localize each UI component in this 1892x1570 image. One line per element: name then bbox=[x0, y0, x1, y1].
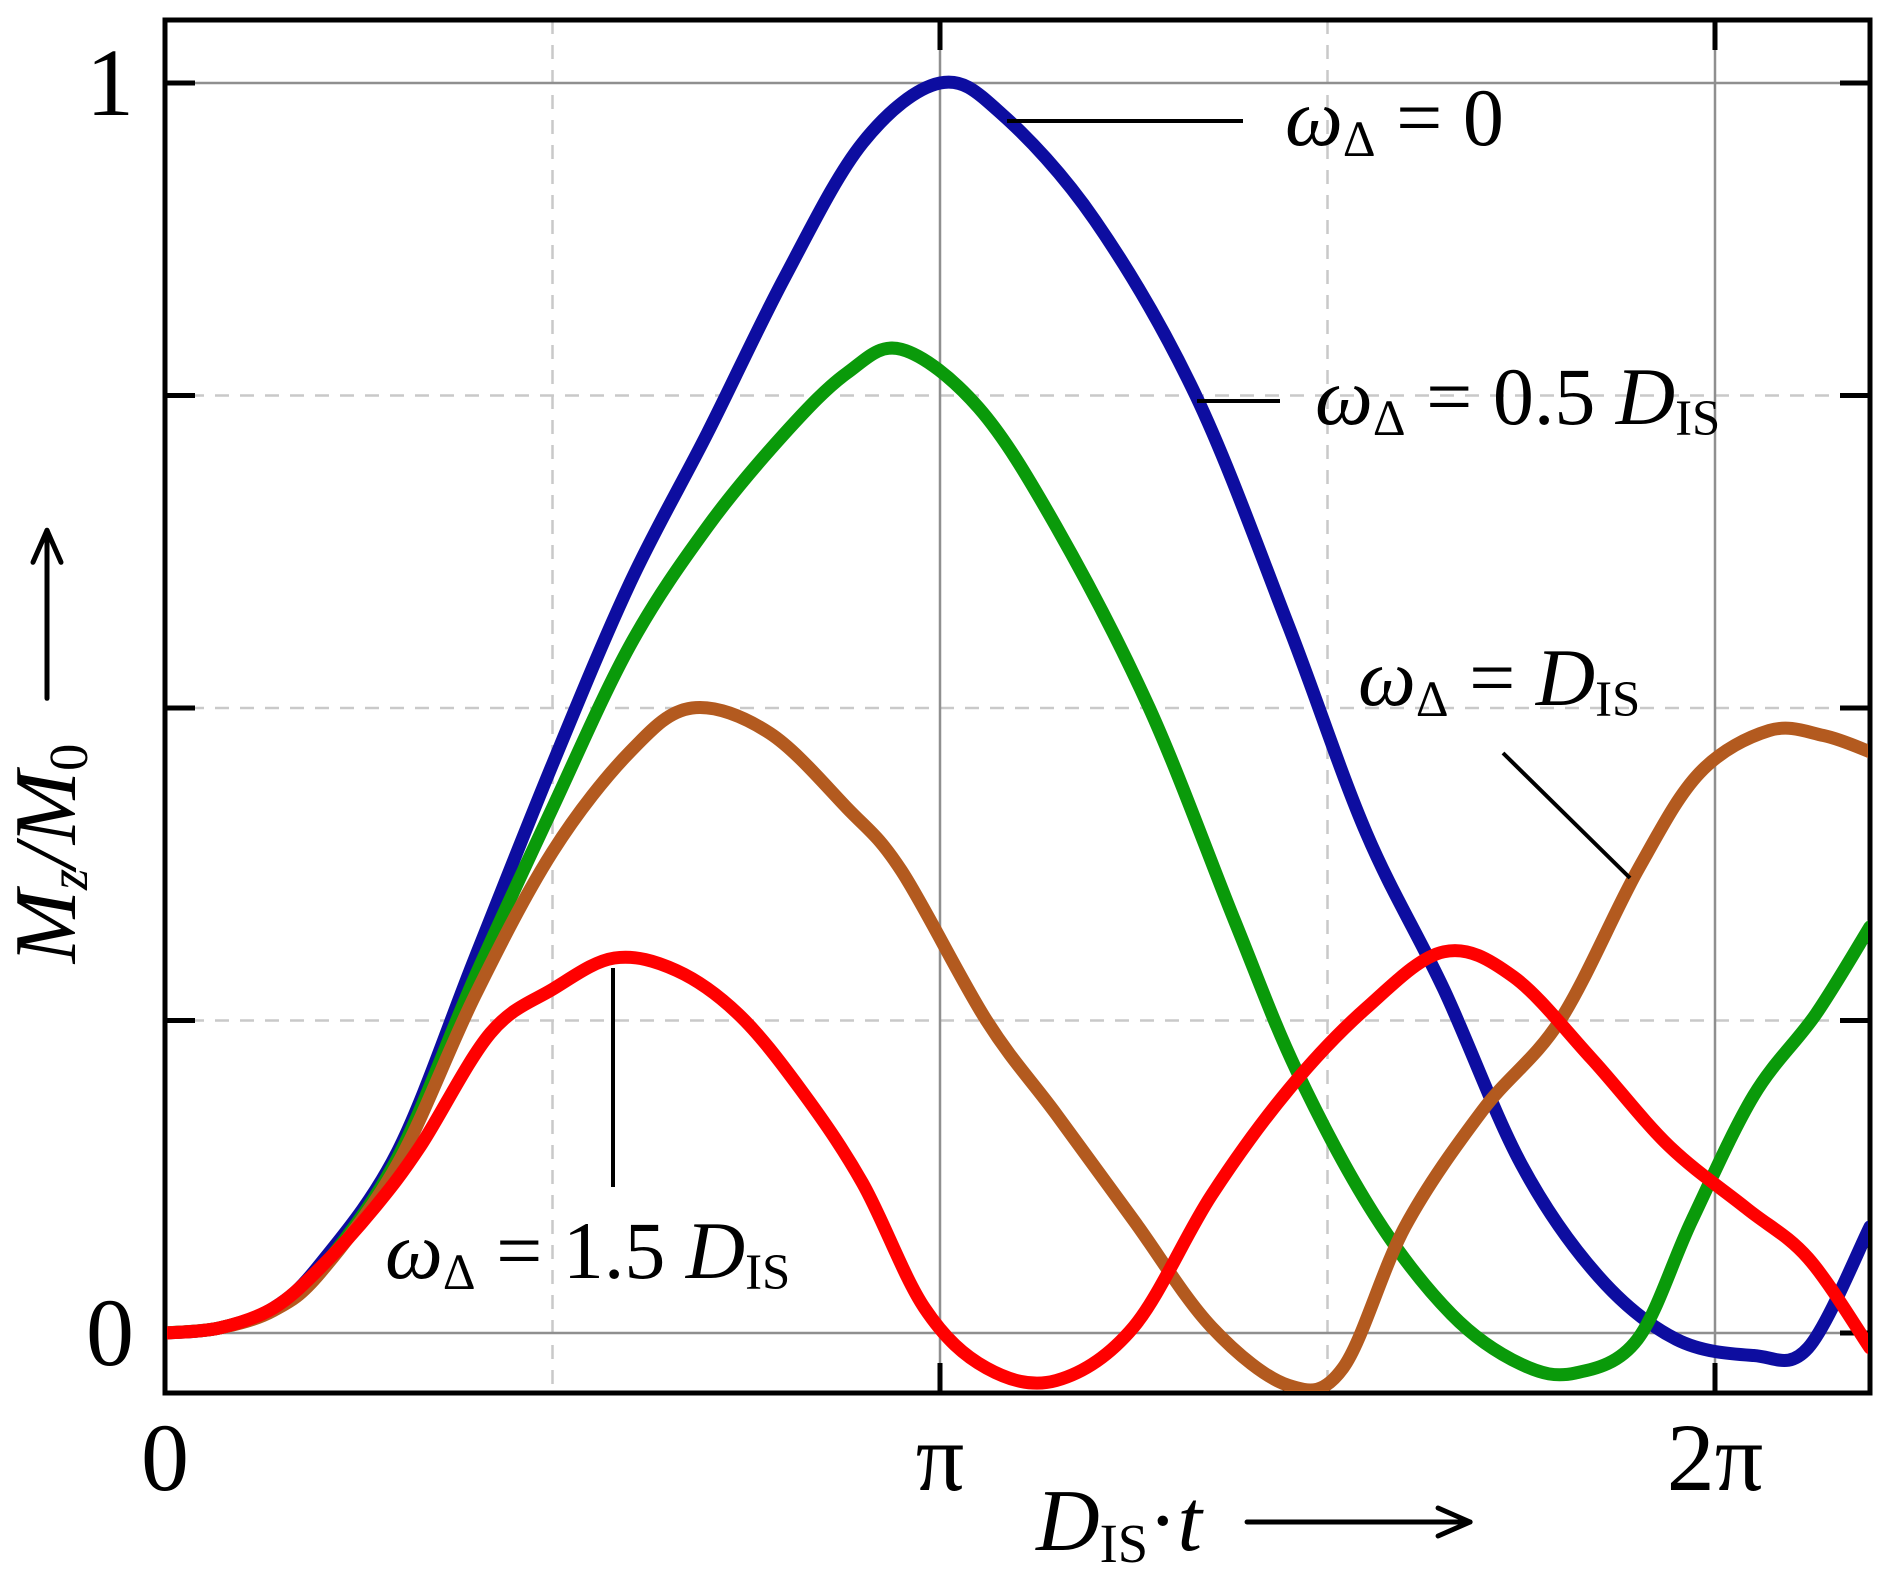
plot-border bbox=[162, 17, 1873, 1396]
curve-omega-delta-1 bbox=[167, 701, 1868, 1391]
curve-omega-delta-1p5 bbox=[167, 944, 1868, 1390]
label-omega-1-leader bbox=[1501, 751, 1632, 880]
curve-omega-delta-0 bbox=[167, 75, 1868, 1367]
